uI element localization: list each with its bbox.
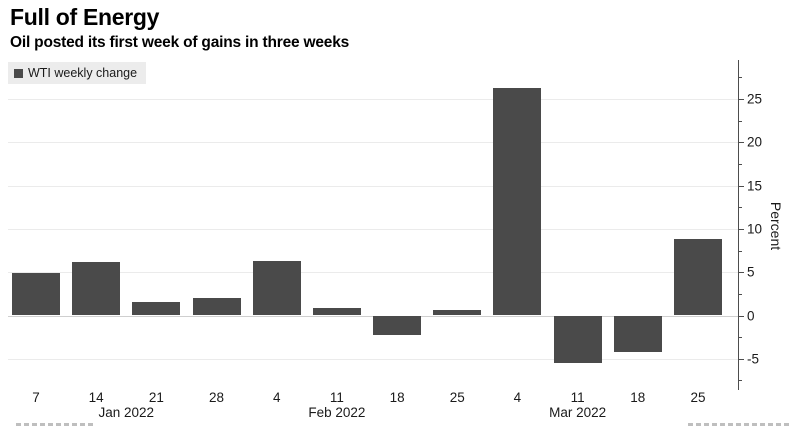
y-tick-label: 15 bbox=[747, 178, 763, 194]
clipped-footer-fragment-right bbox=[688, 423, 790, 426]
x-tick-label: 4 bbox=[513, 390, 522, 405]
y-minor-tick bbox=[738, 77, 742, 79]
y-tick-label: -5 bbox=[747, 351, 760, 367]
gridline bbox=[8, 358, 738, 360]
y-minor-tick bbox=[738, 337, 742, 339]
y-major-tick bbox=[738, 98, 744, 100]
y-tick-label: 20 bbox=[747, 134, 763, 150]
x-tick-label: 25 bbox=[449, 390, 465, 405]
y-minor-tick bbox=[738, 207, 742, 209]
clipped-footer-fragment-left bbox=[16, 423, 96, 426]
legend-label: WTI weekly change bbox=[28, 66, 138, 80]
gridline bbox=[8, 98, 738, 100]
bar-jan-21-2022 bbox=[132, 301, 181, 316]
legend: WTI weekly change bbox=[8, 62, 147, 84]
chart-title: Full of Energy bbox=[10, 4, 160, 30]
legend-swatch-icon bbox=[14, 68, 23, 78]
y-tick-label: 5 bbox=[747, 264, 755, 280]
x-tick-label: 25 bbox=[690, 390, 706, 405]
y-tick-label: 10 bbox=[747, 221, 763, 237]
y-axis-title: Percent bbox=[768, 201, 784, 251]
x-tick-label: 28 bbox=[209, 390, 225, 405]
bar-mar-11-2022 bbox=[553, 315, 602, 364]
gridline bbox=[8, 142, 738, 144]
x-month-label: Feb 2022 bbox=[308, 405, 366, 420]
y-major-tick bbox=[738, 272, 744, 274]
y-minor-tick bbox=[738, 293, 742, 295]
y-minor-tick bbox=[738, 250, 742, 252]
bar-mar-4-2022 bbox=[493, 87, 542, 316]
x-tick-label: 18 bbox=[389, 390, 405, 405]
y-minor-tick bbox=[738, 163, 742, 165]
y-tick-label: 0 bbox=[747, 308, 755, 323]
bar-feb-4-2022 bbox=[252, 260, 301, 316]
y-major-tick bbox=[738, 315, 744, 317]
y-major-tick bbox=[738, 228, 744, 230]
x-tick-label: 7 bbox=[32, 390, 40, 405]
bar-jan-14-2022 bbox=[72, 261, 121, 316]
y-minor-tick bbox=[738, 380, 742, 382]
x-tick-label: 14 bbox=[88, 390, 104, 405]
bar-feb-25-2022 bbox=[433, 310, 482, 316]
bar-feb-18-2022 bbox=[373, 315, 422, 335]
bar-jan-28-2022 bbox=[192, 298, 241, 316]
y-axis-line bbox=[738, 60, 739, 390]
bar-feb-11-2022 bbox=[312, 307, 361, 316]
y-minor-tick bbox=[738, 120, 742, 122]
bar-jan-7-2022 bbox=[12, 273, 60, 316]
gridline bbox=[8, 228, 738, 230]
gridline bbox=[8, 185, 738, 187]
x-tick-label: 11 bbox=[329, 390, 344, 405]
x-month-label: Mar 2022 bbox=[549, 405, 607, 420]
y-tick-label: 25 bbox=[747, 91, 763, 107]
x-tick-label: 11 bbox=[570, 390, 585, 405]
y-major-tick bbox=[738, 358, 744, 360]
gridline bbox=[8, 272, 738, 274]
bar-mar-25-2022 bbox=[673, 239, 722, 316]
x-tick-label: 18 bbox=[630, 390, 646, 405]
bar-mar-18-2022 bbox=[613, 315, 662, 352]
x-tick-label: 21 bbox=[148, 390, 164, 405]
chart-subtitle: Oil posted its first week of gains in th… bbox=[10, 34, 350, 51]
x-tick-label: 4 bbox=[272, 390, 281, 405]
zero-line bbox=[8, 315, 738, 317]
y-major-tick bbox=[738, 142, 744, 144]
y-major-tick bbox=[738, 185, 744, 187]
x-month-label: Jan 2022 bbox=[98, 405, 155, 420]
